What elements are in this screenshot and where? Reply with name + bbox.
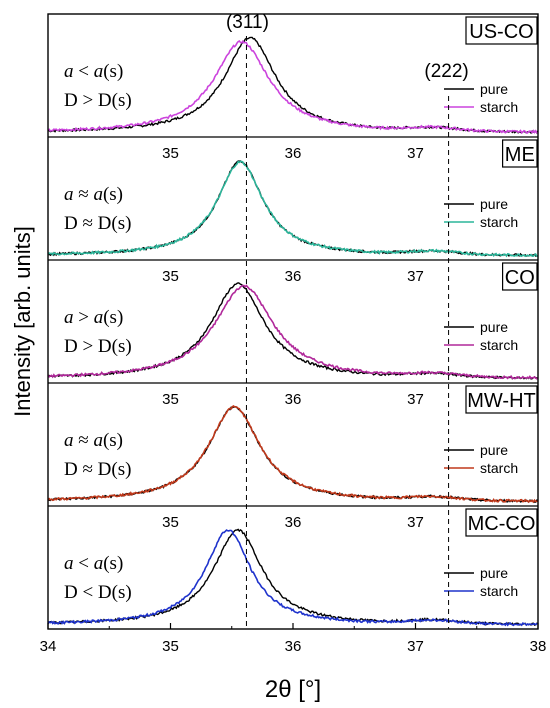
lattice-annotation: a < a(s) — [64, 553, 123, 574]
sample-label-box — [502, 262, 538, 291]
sample-label-box — [465, 508, 538, 537]
legend-label-pure: pure — [480, 565, 508, 581]
x-tick-label: 36 — [285, 638, 302, 655]
curve-starch — [47, 39, 539, 135]
panel-mw-ht: 35 36 37 a ≈ a(s) D ≈ D(s) MW-HT pure starch — [47, 385, 539, 504]
sample-label-box — [465, 385, 538, 414]
x-tick-label: 38 — [530, 638, 547, 655]
legend-label-pure: pure — [480, 319, 508, 335]
inner-tick-label: 35 — [162, 145, 179, 162]
peak-label: (311) — [226, 12, 269, 33]
lattice-annotation: a ≈ a(s) — [64, 184, 123, 205]
lattice-annotation: a < a(s) — [64, 61, 123, 82]
crystallite-annotation: D > D(s) — [64, 90, 132, 111]
sample-label: CO — [505, 267, 535, 289]
x-tick-label: 35 — [162, 638, 179, 655]
crystallite-annotation: D < D(s) — [64, 582, 132, 603]
legend-label-pure: pure — [480, 196, 508, 212]
legend-label-starch: starch — [480, 99, 518, 115]
axis-layer: 34 35 36 37 38 2θ [°] Intensity [arb. units] — [10, 13, 547, 703]
inner-tick-label: 36 — [285, 391, 302, 408]
peak-label: (222) — [424, 61, 468, 82]
curve-starch — [47, 404, 539, 504]
curve-starch — [47, 529, 539, 627]
sample-label: US-CO — [469, 21, 533, 43]
legend-label-starch: starch — [480, 337, 518, 353]
sample-label: ME — [505, 144, 535, 166]
inner-tick-label: 36 — [285, 145, 302, 162]
legend-label-starch: starch — [480, 460, 518, 476]
guides-layer: (311) (222) — [226, 12, 469, 629]
sample-label-box — [465, 16, 538, 45]
curve-pure — [47, 160, 539, 257]
panels-layer: a < a(s) D > D(s) US-CO pure starch 35 36 37 a ≈… — [47, 16, 539, 627]
curve-pure — [47, 405, 539, 504]
crystallite-annotation: D ≈ D(s) — [64, 459, 131, 480]
inner-tick-label: 37 — [407, 268, 424, 285]
x-tick-label: 34 — [40, 638, 57, 655]
inner-tick-label: 35 — [162, 391, 179, 408]
legend-label-starch: starch — [480, 583, 518, 599]
lattice-annotation: a ≈ a(s) — [64, 430, 123, 451]
legend-label-pure: pure — [480, 81, 508, 97]
inner-tick-label: 37 — [407, 391, 424, 408]
legend-label-starch: starch — [480, 214, 518, 230]
inner-tick-label: 37 — [407, 145, 424, 162]
panel-us-co: a < a(s) D > D(s) US-CO pure starch — [47, 16, 539, 135]
crystallite-annotation: D ≈ D(s) — [64, 213, 131, 234]
curve-pure — [47, 282, 539, 380]
lattice-annotation: a > a(s) — [64, 307, 123, 328]
inner-tick-label: 37 — [407, 514, 424, 531]
inner-tick-label: 35 — [162, 514, 179, 531]
sample-label: MW-HT — [467, 390, 536, 412]
inner-tick-label: 36 — [285, 514, 302, 531]
x-axis-title: 2θ [°] — [265, 676, 321, 703]
sample-label-box — [502, 139, 538, 168]
curve-pure — [47, 36, 539, 135]
crystallite-annotation: D > D(s) — [64, 336, 132, 357]
curve-starch — [47, 284, 539, 380]
inner-tick-label: 36 — [285, 268, 302, 285]
y-axis-title: Intensity [arb. units] — [10, 226, 35, 417]
sample-label: MC-CO — [468, 513, 536, 535]
panel-me: 35 36 37 a ≈ a(s) D ≈ D(s) ME pure starch — [47, 139, 539, 258]
legend-label-pure: pure — [480, 442, 508, 458]
panel-co: 35 36 37 a > a(s) D > D(s) CO pure starch — [47, 262, 539, 380]
x-tick-label: 37 — [407, 638, 424, 655]
panel-mc-co: 35 36 37 a < a(s) D < D(s) MC-CO pure starch — [47, 508, 539, 627]
inner-tick-label: 35 — [162, 268, 179, 285]
curve-starch — [47, 160, 539, 258]
